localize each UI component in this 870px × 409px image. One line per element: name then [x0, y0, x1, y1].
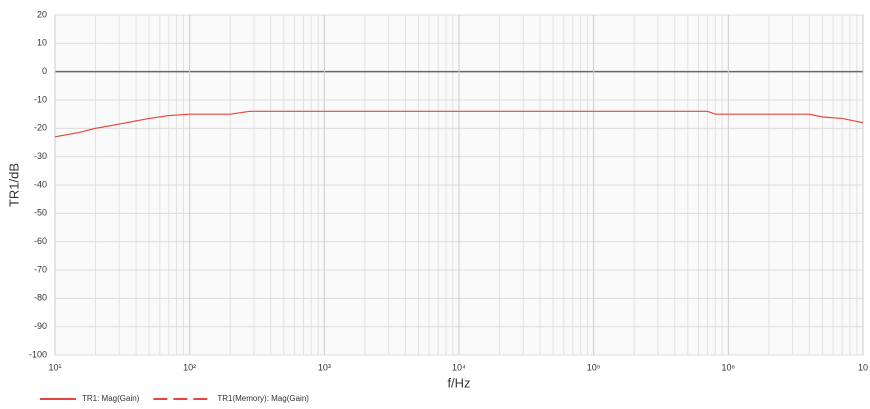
y-tick-label: 10 — [37, 38, 47, 48]
x-tick-label: 10² — [183, 362, 196, 372]
y-tick-label: -50 — [34, 208, 47, 218]
legend-label: TR1(Memory): Mag(Gain) — [217, 394, 309, 403]
y-tick-label: -60 — [34, 236, 47, 246]
legend-label: TR1: Mag(Gain) — [82, 394, 140, 403]
y-tick-label: -80 — [34, 293, 47, 303]
y-tick-label: -100 — [29, 349, 47, 359]
y-tick-label: -90 — [34, 321, 47, 331]
y-axis-label: TR1/dB — [6, 163, 21, 207]
x-tick-label: 10⁴ — [452, 362, 466, 372]
x-tick-label: 10 — [858, 362, 868, 372]
y-tick-label: -40 — [34, 179, 47, 189]
y-tick-label: -30 — [34, 151, 47, 161]
y-tick-label: 0 — [42, 66, 47, 76]
x-tick-label: 10⁶ — [721, 362, 735, 372]
x-axis-label: f/Hz — [447, 375, 470, 390]
y-tick-label: -70 — [34, 264, 47, 274]
x-tick-label: 10¹ — [48, 362, 61, 372]
y-tick-label: -20 — [34, 123, 47, 133]
x-tick-label: 10⁵ — [587, 362, 601, 372]
y-tick-label: -10 — [34, 94, 47, 104]
x-tick-label: 10³ — [318, 362, 331, 372]
y-tick-label: 20 — [37, 9, 47, 19]
line-series — [54, 110, 864, 138]
